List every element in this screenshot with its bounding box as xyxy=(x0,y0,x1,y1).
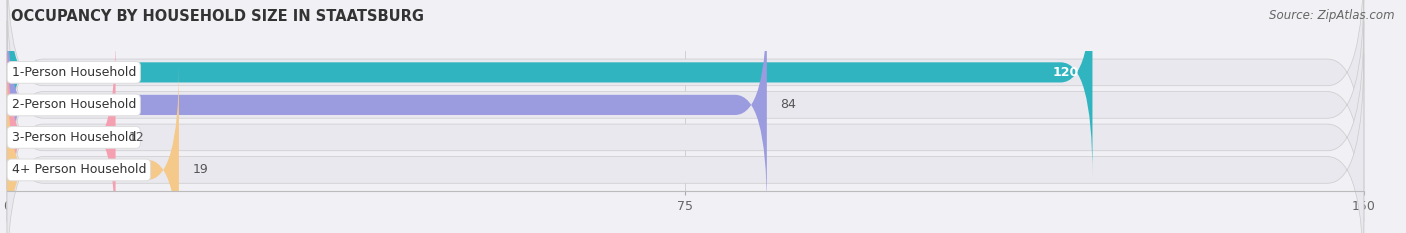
FancyBboxPatch shape xyxy=(7,66,179,233)
Text: 2-Person Household: 2-Person Household xyxy=(11,98,136,111)
Text: 4+ Person Household: 4+ Person Household xyxy=(11,163,146,176)
Text: Source: ZipAtlas.com: Source: ZipAtlas.com xyxy=(1270,9,1395,22)
FancyBboxPatch shape xyxy=(7,0,1364,189)
Text: 120: 120 xyxy=(1053,66,1078,79)
Text: 19: 19 xyxy=(193,163,208,176)
FancyBboxPatch shape xyxy=(7,53,1364,233)
FancyBboxPatch shape xyxy=(7,0,1364,222)
FancyBboxPatch shape xyxy=(7,34,115,233)
FancyBboxPatch shape xyxy=(7,1,766,209)
Text: 1-Person Household: 1-Person Household xyxy=(11,66,136,79)
Text: 84: 84 xyxy=(780,98,796,111)
Text: 3-Person Household: 3-Person Household xyxy=(11,131,136,144)
FancyBboxPatch shape xyxy=(7,0,1092,176)
Text: 12: 12 xyxy=(129,131,145,144)
FancyBboxPatch shape xyxy=(7,21,1364,233)
Text: OCCUPANCY BY HOUSEHOLD SIZE IN STAATSBURG: OCCUPANCY BY HOUSEHOLD SIZE IN STAATSBUR… xyxy=(11,9,425,24)
